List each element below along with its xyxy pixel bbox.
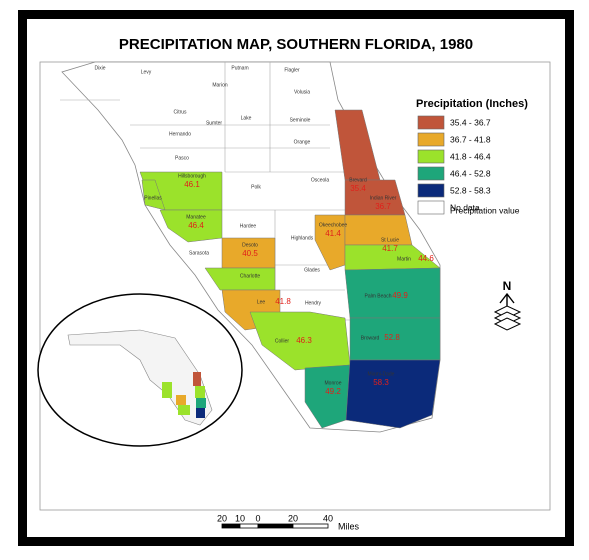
county-value: 46.4 [188, 221, 204, 230]
county-name: Hernando [169, 131, 191, 137]
county-name: Levy [141, 69, 152, 75]
county-name: Orange [294, 139, 311, 145]
legend-title: Precipitation (Inches) [416, 98, 528, 110]
county-name: Osceola [311, 177, 330, 183]
county-name: St Lucie [381, 237, 399, 243]
county-value: 58.3 [373, 378, 389, 387]
county-name: Flagler [284, 67, 300, 73]
legend-label: 41.8 - 46.4 [450, 151, 491, 161]
legend-label: 46.4 - 52.8 [450, 168, 491, 178]
county-value: 49.9 [392, 291, 408, 300]
legend-label: 35.4 - 36.7 [450, 117, 491, 127]
county-name: Seminole [290, 117, 311, 123]
county-name: Indian River [370, 195, 397, 201]
inset-fill [196, 408, 205, 418]
county-value: 41.4 [325, 229, 341, 238]
legend: Precipitation (Inches) 123 Precipitation… [416, 98, 528, 215]
county-value: 35.4 [350, 184, 366, 193]
county-name: Sarasota [189, 250, 209, 256]
county-value: 49.2 [325, 387, 341, 396]
county-value: 44.6 [418, 254, 434, 263]
legend-label: Precipitation value [450, 205, 520, 215]
map-title: PRECIPITATION MAP, SOUTHERN FLORIDA, 198… [119, 36, 473, 53]
county-value: 46.1 [184, 180, 200, 189]
legend-label: 52.8 - 58.3 [450, 185, 491, 195]
county-name: Glades [304, 267, 320, 273]
county-name: Pasco [175, 155, 189, 161]
county-fills [139, 109, 441, 429]
county-value: 46.3 [296, 336, 312, 345]
scale-label: 0 [255, 513, 260, 523]
county-name: Collier [275, 338, 290, 344]
scale-segment [257, 523, 294, 529]
county-name: Lake [241, 115, 252, 121]
county-fill [345, 359, 441, 429]
north-arrow: N [493, 279, 522, 331]
inset-fill [195, 386, 205, 398]
scale-unit: Miles [338, 521, 360, 531]
scale-label: 20 [288, 513, 298, 523]
county-name: Palm Beach [365, 293, 392, 299]
county-fill [304, 364, 351, 429]
legend-swatch [417, 115, 445, 130]
inset-fill [196, 398, 206, 408]
county-name: Hendry [305, 300, 322, 306]
county-name: Highlands [291, 235, 314, 241]
county-fill [344, 214, 413, 246]
county-name: Broward [361, 335, 380, 341]
legend-swatch [417, 200, 445, 215]
legend-swatch [417, 183, 445, 198]
inset-circle [37, 293, 243, 447]
inset-fill [178, 405, 190, 415]
county-name: Hillsborough [178, 173, 206, 179]
scale-bar: 20 10 0 20 40 Miles [217, 513, 360, 531]
county-name: Sumter [206, 120, 222, 126]
county-name: Desoto [242, 242, 258, 248]
county-value: 52.8 [384, 333, 400, 342]
legend-label: No data [450, 202, 480, 212]
county-name: Brevard [349, 177, 367, 183]
county-name: Pinellas [144, 195, 162, 201]
scale-label: 20 [217, 513, 227, 523]
county-fill [314, 214, 346, 271]
county-name: Manatee [186, 214, 206, 220]
county-name: Charlotte [240, 273, 261, 279]
county-name: Putnam [231, 65, 248, 71]
county-value: 40.5 [242, 249, 258, 258]
county-name: Polk [251, 184, 261, 190]
county-labels: Dixie Levy Putnam Flagler Marion Volusia Citru… [94, 65, 434, 396]
county-value: 41.7 [382, 244, 398, 253]
county-name: Miami-Dade [368, 371, 395, 377]
county-value: 36.7 [375, 202, 391, 211]
county-name: Okeechobee [319, 222, 348, 228]
legend-swatch [417, 166, 445, 181]
county-name: Citrus [173, 109, 187, 115]
county-name: Dixie [94, 65, 105, 71]
county-name: Marion [212, 82, 228, 88]
county-value: 41.8 [275, 297, 291, 306]
inset-map [37, 293, 243, 447]
inset-fill [162, 382, 172, 398]
scale-segment [221, 523, 241, 529]
north-arrow-shape [493, 317, 522, 331]
county-name: Hardee [240, 223, 257, 229]
county-name: Lee [257, 299, 266, 305]
county-fill [159, 209, 223, 243]
county-name: Monroe [325, 380, 342, 386]
legend-swatch [417, 149, 445, 164]
scale-label: 10 [235, 513, 245, 523]
scale-label: 40 [323, 513, 333, 523]
north-label: N [503, 279, 512, 293]
county-name: Martin [397, 256, 411, 262]
legend-label: 36.7 - 41.8 [450, 134, 491, 144]
inset-fill [176, 395, 186, 405]
scale-segment [292, 523, 329, 529]
scale-segment [239, 523, 259, 529]
county-name: Volusia [294, 89, 310, 95]
legend-swatch [417, 132, 445, 147]
inset-fill [193, 372, 201, 386]
